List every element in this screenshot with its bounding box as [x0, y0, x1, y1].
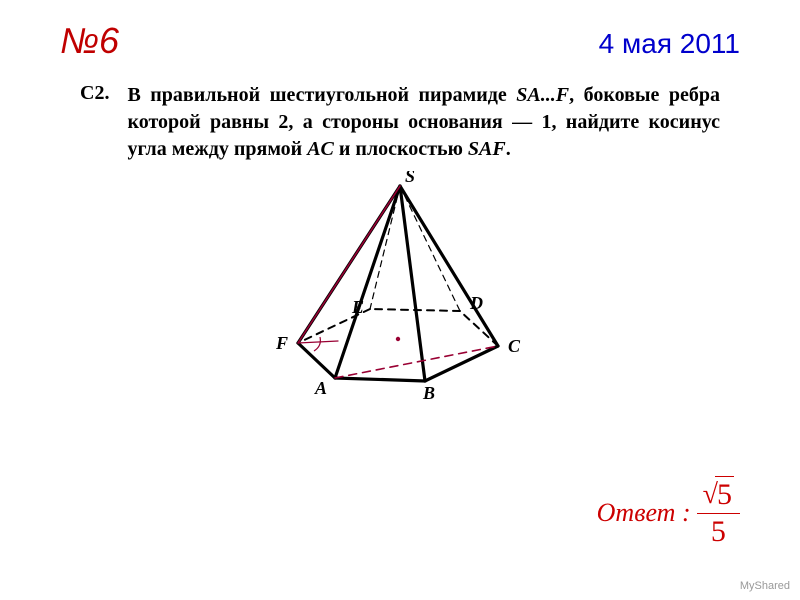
problem-p3: и плоскостью: [334, 138, 468, 160]
slide-number: №6: [60, 20, 119, 62]
problem-p1: В правильной шестиугольной пирамиде: [127, 84, 516, 106]
problem-sa-f: SA...F: [516, 84, 569, 106]
problem-ac: AC: [307, 138, 334, 160]
svg-text:A: A: [314, 378, 327, 398]
answer-fraction: √5 5: [697, 476, 740, 550]
svg-text:B: B: [422, 383, 435, 403]
date: 4 мая 2011: [599, 28, 740, 60]
svg-text:E: E: [351, 297, 364, 317]
answer-denominator: 5: [705, 514, 732, 550]
problem-block: С2. В правильной шестиугольной пирамиде …: [0, 72, 800, 163]
pyramid-diagram: S A B C D E F: [240, 171, 560, 406]
problem-saf: SAF: [468, 138, 506, 160]
watermark: MyShared: [740, 580, 790, 592]
svg-text:S: S: [405, 171, 415, 186]
svg-text:F: F: [275, 333, 288, 353]
sqrt-argument: 5: [715, 476, 734, 513]
svg-text:C: C: [508, 336, 521, 356]
svg-text:D: D: [469, 293, 483, 313]
answer-numerator: √5: [697, 476, 740, 514]
problem-label: С2.: [80, 82, 109, 105]
answer-block: Ответ : √5 5: [597, 476, 740, 550]
answer-label: Ответ :: [597, 498, 691, 528]
problem-text: В правильной шестиугольной пирамиде SA..…: [127, 82, 720, 163]
problem-p4: .: [506, 138, 511, 160]
